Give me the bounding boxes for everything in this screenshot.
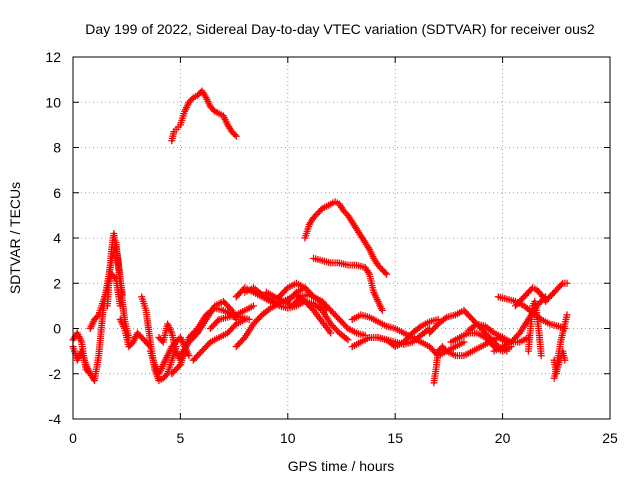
data-point [381, 269, 389, 277]
data-point [308, 291, 316, 299]
data-point [118, 291, 126, 299]
x-tick-label: 25 [602, 430, 618, 446]
x-tick-label: 5 [177, 430, 185, 446]
data-point [378, 306, 386, 314]
y-tick-label: 10 [45, 94, 61, 110]
data-point [344, 336, 352, 344]
y-tick-label: 8 [53, 140, 61, 156]
y-tick-label: 2 [53, 275, 61, 291]
data-point [93, 312, 101, 320]
data-point [343, 323, 351, 331]
data-point [205, 340, 213, 348]
data-point [561, 356, 569, 364]
y-tick-label: -4 [49, 411, 62, 427]
y-tick-label: -2 [49, 366, 62, 382]
y-axis-label: SDTVAR / TECUs [7, 182, 23, 294]
data-point [162, 371, 170, 379]
data-point [249, 302, 257, 310]
x-tick-label: 10 [280, 430, 296, 446]
data-point [116, 302, 124, 310]
data-point [295, 294, 303, 302]
data-point [563, 311, 571, 319]
data-point [185, 352, 193, 360]
data-point [317, 206, 325, 214]
data-point [231, 131, 239, 139]
data-point [231, 321, 239, 329]
plot-frame [72, 56, 611, 420]
data-point [111, 273, 119, 281]
x-tick-label: 20 [495, 430, 511, 446]
chart-title: Day 199 of 2022, Sidereal Day-to-day VTE… [85, 21, 595, 37]
y-tick-label: 0 [53, 321, 61, 337]
data-point [214, 317, 222, 325]
data-point [557, 281, 565, 289]
data-point [460, 338, 468, 346]
y-tick-label: 6 [53, 185, 61, 201]
data-point [86, 370, 94, 378]
data-point [563, 279, 571, 287]
x-axis-label: GPS time / hours [288, 458, 395, 474]
data-point [209, 106, 217, 114]
data-point [85, 368, 93, 376]
data-point [282, 285, 290, 293]
data-point [188, 95, 196, 103]
data-point [241, 315, 249, 323]
x-tick-label: 15 [387, 430, 403, 446]
data-point [383, 270, 391, 278]
axis-ticks: 0 5 10 15 20 25 -4 -2 0 2 4 6 8 10 12 [45, 49, 618, 446]
data-point [537, 352, 545, 360]
y-tick-label: 12 [45, 49, 61, 65]
x-tick-label: 0 [69, 430, 77, 446]
data-point [291, 290, 299, 298]
data-point [327, 329, 335, 337]
data-points [69, 87, 571, 387]
data-point [441, 346, 449, 354]
grid-lines [73, 57, 610, 419]
data-point [232, 132, 240, 140]
data-point [175, 362, 183, 370]
y-tick-label: 4 [53, 230, 61, 246]
data-point [489, 341, 497, 349]
